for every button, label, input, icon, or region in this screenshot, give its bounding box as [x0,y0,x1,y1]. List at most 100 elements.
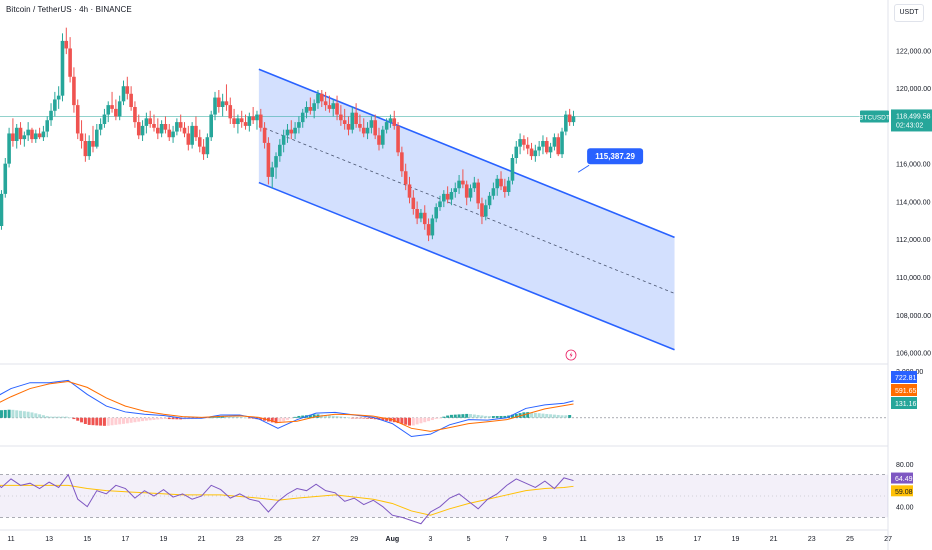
candle-body [564,114,568,132]
candle-body [411,197,416,209]
candle-body [381,129,385,145]
candle-body [68,48,72,77]
candle-body [369,120,374,128]
rsi-value-text: 64.49 [895,476,913,483]
macd-histogram-bar [228,416,232,418]
macd-histogram-bar [526,412,530,418]
channel-callout-value: 115,387.29 [595,152,635,161]
candle-body [255,114,259,121]
macd-histogram-bar [224,416,228,418]
macd-histogram-bar [491,416,495,418]
macd-histogram-bar [3,409,7,418]
candle-body [163,124,168,130]
y-tick-label: 112,000.00 [896,237,931,244]
macd-histogram-bar [510,414,514,418]
candle-body [49,110,53,121]
macd-histogram-bar [72,417,76,420]
macd-histogram-bar [514,413,518,418]
macd-histogram-bar [121,417,125,424]
macd-histogram-bar [34,413,38,418]
macd-histogram-bar [327,415,331,418]
macd-histogram-bar [423,417,427,423]
macd-histogram-bar [144,417,148,421]
macd-histogram-bar [76,417,80,421]
x-tick-label: 9 [543,536,547,543]
macd-histogram-bar [568,415,572,418]
macd-histogram-bar [469,414,473,418]
candle-body [144,118,149,126]
candle-body [304,107,309,113]
x-tick-label: 5 [467,536,471,543]
candle-body [121,86,126,102]
candle-body [239,118,244,123]
macd-histogram-bar [156,417,160,420]
candle-body [228,105,233,119]
macd-histogram-bar [552,414,556,418]
candle-body [327,105,332,109]
macd-histogram-bar [19,410,23,418]
macd-histogram-bar [64,416,68,418]
x-tick-label: 13 [45,536,53,543]
macd-histogram-bar [354,417,358,419]
macd-histogram-bar [434,417,438,419]
candle-body [262,127,267,143]
macd-histogram-bar [38,414,42,418]
last-price-value: 118,499.58 [896,113,931,120]
candle-body [354,112,358,124]
candle-body [274,156,278,168]
x-tick-label: 11 [579,536,586,543]
candle-body [438,201,442,208]
candle-body [53,99,57,111]
candle-body [396,125,400,153]
candle-body [323,101,328,106]
candle-body [281,135,286,145]
macd-histogram-bar [369,417,373,419]
macd-histogram-bar [282,417,286,422]
candle-body [167,129,172,138]
macd-histogram-bar [102,417,106,426]
macd-histogram-bar [488,416,492,418]
candle-body [106,105,111,115]
candle-body [95,129,99,147]
candle-body [400,152,404,172]
candle-body [331,103,336,109]
candle-body [114,108,118,117]
macd-histogram-bar [335,416,339,418]
x-tick-label: 27 [884,536,892,543]
x-tick-label: 3 [429,536,433,543]
channel-callout-box [587,148,644,165]
candle-body [300,112,305,123]
candle-body [26,129,30,136]
candle-body [403,171,408,185]
macd-histogram-bar [41,415,45,418]
macd-histogram-bar [346,417,350,418]
macd-histogram-bar [541,413,545,418]
x-tick-label: Aug [386,536,400,543]
macd-histogram-bar [358,417,362,419]
candle-body [335,103,339,115]
candle-body [472,182,477,189]
y-tick-label: 108,000.00 [896,313,931,320]
candle-body [533,150,538,157]
macd-histogram-bar [545,413,549,418]
candle-body [442,193,446,202]
candle-body [224,101,229,106]
candle-body [560,131,564,155]
candle-body [129,93,133,107]
candle-body [56,95,61,100]
x-tick-label: 13 [617,536,625,543]
candle-body [3,163,8,194]
currency-unit-button[interactable]: USDT [894,4,924,22]
candle-body [258,114,263,128]
macd-histogram-bar [270,417,274,423]
candle-body [544,141,549,153]
candle-body [457,180,461,189]
candle-body [461,180,465,185]
candle-body [205,137,210,155]
countdown-timer: 02:43:02 [896,122,923,129]
candle-body [209,114,214,138]
y-tick-label: 120,000.00 [896,86,931,93]
candle-body [14,127,19,141]
candle-body [434,207,438,219]
